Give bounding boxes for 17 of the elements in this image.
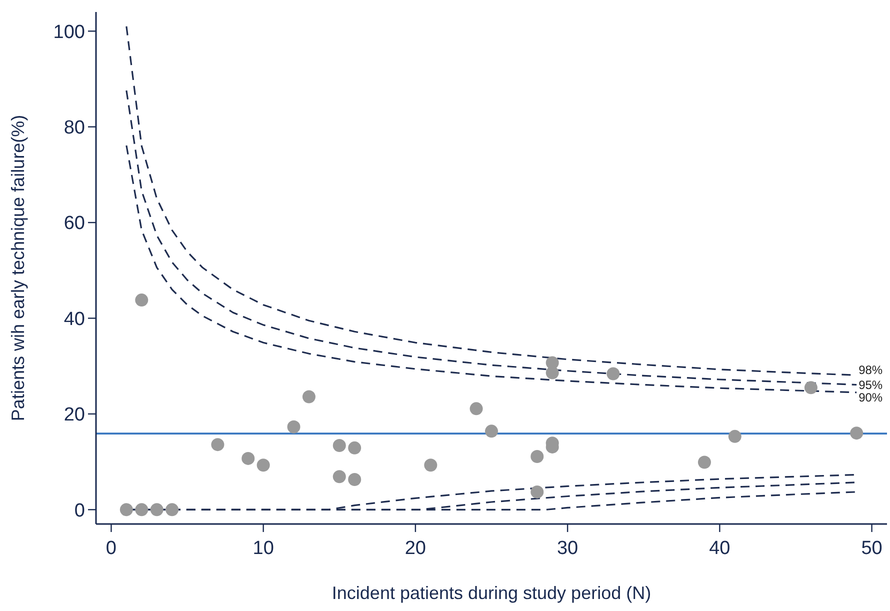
y-tick-label: 100 (53, 22, 85, 43)
series-label: 98% (858, 363, 883, 378)
series-label: 90% (858, 390, 883, 404)
x-tick-label: 40 (709, 538, 730, 559)
y-tick-label: 80 (64, 117, 85, 138)
x-tick-label: 0 (106, 538, 116, 559)
series-label: 95% (858, 378, 883, 392)
y-tick-label: 40 (64, 308, 85, 330)
x-tick-label: 10 (252, 538, 274, 559)
x-tick-label: 50 (861, 538, 882, 559)
y-axis-title: Patients wih early technique failure(%) (8, 114, 28, 422)
x-tick-label: 20 (404, 538, 426, 559)
x-tick-label: 30 (556, 538, 578, 559)
y-tick-label: 0 (74, 500, 85, 522)
y-tick-label: 60 (64, 213, 85, 234)
y-tick-label: 20 (64, 404, 85, 426)
x-axis-title: Incident patients during study period (N) (332, 583, 652, 603)
